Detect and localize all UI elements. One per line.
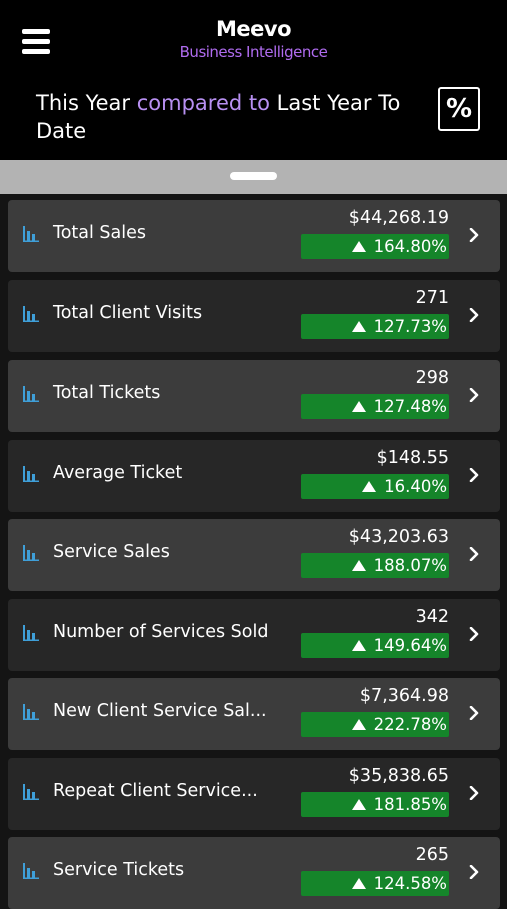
chevron-right-icon[interactable] (469, 786, 479, 800)
chevron-right-icon[interactable] (469, 706, 479, 720)
bar-chart-icon[interactable] (22, 544, 40, 562)
comparison-heading: This Year compared to Last Year To Date (36, 89, 416, 145)
up-arrow-icon (351, 241, 366, 252)
metric-label: Total Client Visits (53, 303, 203, 323)
metric-row[interactable]: Total Tickets 298 127.48% (8, 360, 500, 432)
metric-row[interactable]: Service Sales $43,203.63 188.07% (8, 519, 500, 591)
up-arrow-icon (351, 321, 366, 332)
change-percent: 188.07% (373, 556, 447, 575)
drawer-divider[interactable] (0, 160, 507, 194)
bar-chart-icon[interactable] (22, 465, 40, 483)
metric-row[interactable]: Average Ticket $148.55 16.40% (8, 440, 500, 512)
change-percent: 16.40% (384, 477, 447, 496)
change-percent: 149.64% (373, 636, 447, 655)
metric-label: New Client Service Sal... (53, 701, 267, 721)
chevron-right-icon[interactable] (469, 308, 479, 322)
metric-value: $43,203.63 (348, 527, 449, 547)
chevron-right-icon[interactable] (469, 388, 479, 402)
percent-toggle-button[interactable]: % (438, 87, 480, 131)
change-percent: 127.48% (373, 397, 447, 416)
bar-chart-icon[interactable] (22, 703, 40, 721)
metric-label: Number of Services Sold (53, 622, 269, 642)
metric-value: $44,268.19 (348, 208, 449, 228)
change-percent: 222.78% (373, 715, 447, 734)
heading-accent: compared to (136, 91, 270, 115)
metric-value: $148.55 (376, 448, 449, 468)
metric-row[interactable]: Number of Services Sold 342 149.64% (8, 599, 500, 671)
metric-row[interactable]: Repeat Client Service... $35,838.65 181.85… (8, 758, 500, 830)
hamburger-menu-icon[interactable] (22, 29, 50, 55)
up-arrow-icon (362, 481, 377, 492)
metric-row[interactable]: New Client Service Sal... $7,364.98 222.78… (8, 678, 500, 750)
metric-label: Total Sales (53, 223, 147, 243)
heading-part1: This Year (36, 91, 137, 115)
change-badge: 16.40% (301, 474, 449, 499)
change-badge: 127.48% (301, 394, 449, 419)
change-badge: 181.85% (301, 792, 449, 817)
change-badge: 127.73% (301, 314, 449, 339)
metric-label: Service Tickets (53, 860, 185, 880)
app-header: Meevo Business Intelligence This Year co… (0, 0, 507, 160)
bar-chart-icon[interactable] (22, 305, 40, 323)
metric-label: Service Sales (53, 542, 170, 562)
metric-row[interactable]: Total Client Visits 271 127.73% (8, 280, 500, 352)
up-arrow-icon (351, 560, 366, 571)
metric-value: $7,364.98 (359, 686, 449, 706)
change-badge: 188.07% (301, 553, 449, 578)
chevron-right-icon[interactable] (469, 547, 479, 561)
metric-value: 298 (415, 368, 449, 388)
up-arrow-icon (351, 401, 366, 412)
bar-chart-icon[interactable] (22, 624, 40, 642)
metric-row[interactable]: Service Tickets 265 124.58% (8, 837, 500, 909)
change-percent: 164.80% (373, 237, 447, 256)
change-percent: 124.58% (373, 874, 447, 893)
chevron-right-icon[interactable] (469, 468, 479, 482)
metric-value: 271 (415, 288, 449, 308)
change-badge: 124.58% (301, 871, 449, 896)
metric-label: Total Tickets (53, 383, 161, 403)
up-arrow-icon (351, 799, 366, 810)
drag-handle[interactable] (230, 172, 277, 180)
change-percent: 127.73% (373, 317, 447, 336)
metric-row[interactable]: Total Sales $44,268.19 164.80% (8, 200, 500, 272)
chevron-right-icon[interactable] (469, 228, 479, 242)
bar-chart-icon[interactable] (22, 862, 40, 880)
change-badge: 164.80% (301, 234, 449, 259)
bar-chart-icon[interactable] (22, 225, 40, 243)
brand-name: Meevo (216, 17, 292, 41)
change-badge: 222.78% (301, 712, 449, 737)
metric-label: Average Ticket (53, 463, 183, 483)
metric-value: 265 (415, 845, 449, 865)
up-arrow-icon (351, 719, 366, 730)
bar-chart-icon[interactable] (22, 783, 40, 801)
chevron-right-icon[interactable] (469, 865, 479, 879)
heading-part2: Last Year To Date (36, 91, 401, 143)
bar-chart-icon[interactable] (22, 385, 40, 403)
chevron-right-icon[interactable] (469, 627, 479, 641)
up-arrow-icon (351, 878, 366, 889)
metric-value: $35,838.65 (348, 766, 449, 786)
metric-value: 342 (415, 607, 449, 627)
metric-label: Repeat Client Service... (53, 781, 258, 801)
brand-subtitle: Business Intelligence (179, 43, 328, 61)
change-badge: 149.64% (301, 633, 449, 658)
up-arrow-icon (351, 640, 366, 651)
change-percent: 181.85% (373, 795, 447, 814)
